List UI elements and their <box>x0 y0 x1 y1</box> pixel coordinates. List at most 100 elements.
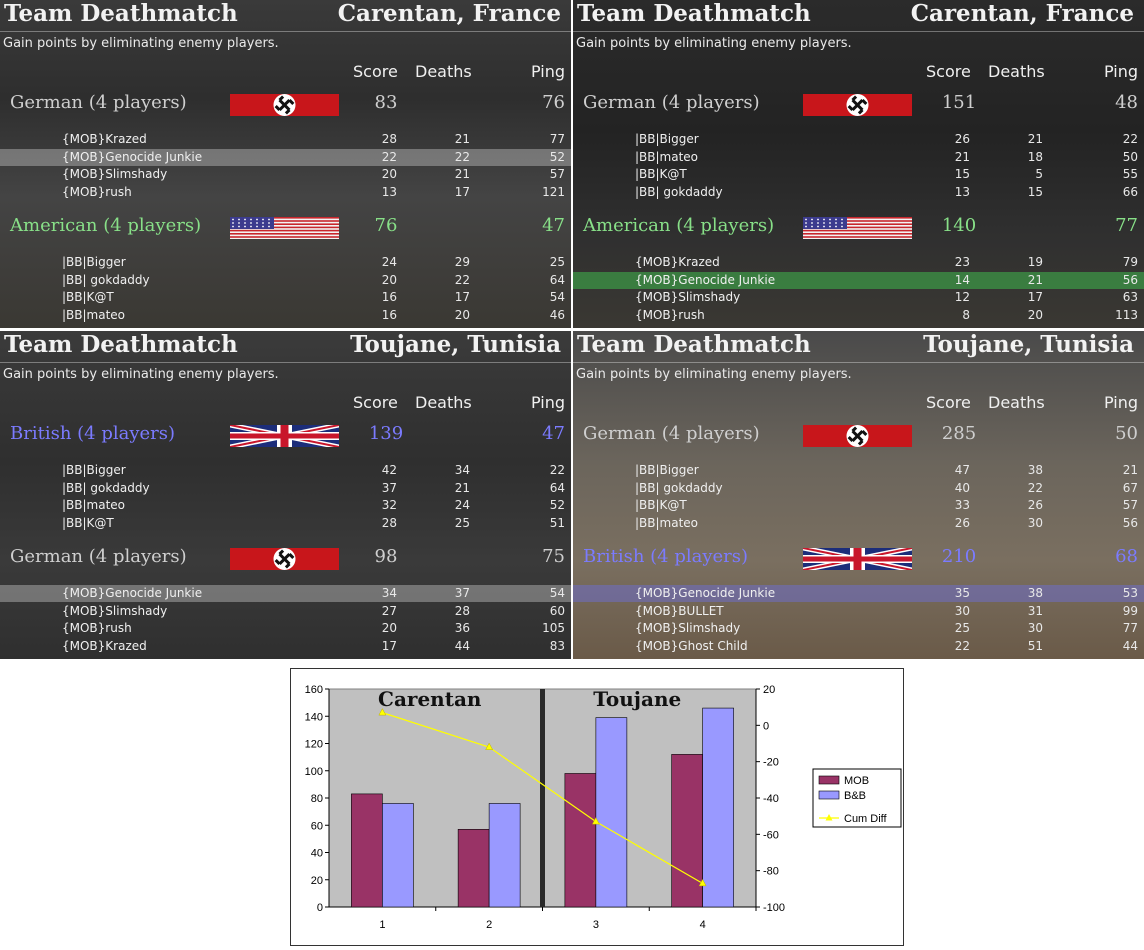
player-row[interactable]: |BB| gokdaddy 20 22 64 <box>0 272 571 289</box>
player-row[interactable]: |BB| gokdaddy 13 15 66 <box>573 184 1144 201</box>
player-row[interactable]: {MOB}Genocide Junkie 34 37 54 <box>0 585 571 602</box>
player-row[interactable]: {MOB}Krazed 23 19 79 <box>573 254 1144 271</box>
bar-b-b <box>702 707 734 908</box>
panel-background <box>573 331 1144 659</box>
player-score: 15 <box>954 167 970 181</box>
header-divider <box>0 362 571 363</box>
legend-label: B&B <box>844 790 866 802</box>
legend-label: MOB <box>844 775 869 787</box>
player-row[interactable]: {MOB}BULLET 30 31 99 <box>573 603 1144 620</box>
team-score: 151 <box>941 92 977 113</box>
y2-tick-label: 0 <box>763 720 769 732</box>
player-score: 25 <box>954 621 970 635</box>
map-name: Carentan, France <box>337 0 561 27</box>
bar-mob <box>564 773 597 908</box>
player-name: |BB|K@T <box>62 290 114 304</box>
british-flag-icon <box>803 548 912 570</box>
score-column-header: Score <box>353 393 398 412</box>
team-score: 76 <box>374 215 398 236</box>
player-row[interactable]: {MOB}rush 20 36 105 <box>0 620 571 637</box>
british-flag-icon <box>230 425 339 447</box>
legend-label: Cum Diff <box>844 813 888 825</box>
player-name: |BB| gokdaddy <box>62 272 150 287</box>
player-row[interactable]: |BB|mateo 21 18 50 <box>573 149 1144 166</box>
player-row[interactable]: |BB| gokdaddy 40 22 67 <box>573 480 1144 497</box>
y2-tick-label: -100 <box>763 902 785 914</box>
player-ping: 83 <box>549 638 565 653</box>
map-name: Carentan, France <box>910 0 1134 27</box>
player-name: {MOB}Genocide Junkie <box>635 272 776 287</box>
map-name: Toujane, Tunisia <box>923 331 1134 358</box>
player-row[interactable]: {MOB}Krazed 17 44 83 <box>0 638 571 655</box>
player-score: 16 <box>381 307 397 322</box>
player-score: 47 <box>954 463 970 477</box>
player-ping: 64 <box>549 480 565 495</box>
player-row[interactable]: |BB|Bigger 24 29 25 <box>0 254 571 271</box>
player-row[interactable]: {MOB}Slimshady 12 17 63 <box>573 289 1144 306</box>
player-name: |BB|mateo <box>62 498 126 512</box>
player-name: {MOB}Slimshady <box>62 167 168 181</box>
score-column-header: Score <box>926 62 971 81</box>
player-score: 23 <box>954 255 970 269</box>
player-deaths: 21 <box>454 167 470 181</box>
score-chart: 0 20 40 60 80 100 120 140 160 -100 -80 -60 -40 -20 0 20… <box>290 668 904 946</box>
player-row[interactable]: {MOB}Slimshady 27 28 60 <box>0 603 571 620</box>
player-score: 20 <box>381 621 397 635</box>
scoreboard-panel: Team Deathmatch Toujane, Tunisia Gain poin… <box>0 331 571 659</box>
player-ping: 51 <box>549 515 565 530</box>
game-mode-title: Team Deathmatch <box>577 331 811 358</box>
player-row[interactable]: {MOB}Slimshady 25 30 77 <box>573 620 1144 637</box>
line-cum-diff <box>382 712 703 884</box>
player-score: 22 <box>381 149 397 164</box>
american-flag-icon <box>230 217 339 239</box>
player-ping: 121 <box>542 184 565 199</box>
player-deaths: 17 <box>454 290 470 304</box>
y-tick-label: 120 <box>305 739 323 751</box>
player-row[interactable]: {MOB}Genocide Junkie 22 22 52 <box>0 148 571 166</box>
team-ping: 77 <box>1115 215 1138 236</box>
player-row[interactable]: |BB| gokdaddy 37 21 64 <box>0 480 571 497</box>
player-row[interactable]: {MOB}rush 13 17 121 <box>0 184 571 201</box>
player-ping: 77 <box>1122 621 1138 635</box>
player-row[interactable]: |BB|Bigger 42 34 22 <box>0 462 571 479</box>
player-name: |BB|mateo <box>62 307 126 322</box>
player-row[interactable]: |BB|mateo 32 24 52 <box>0 497 571 514</box>
player-row[interactable]: |BB|Bigger 47 38 21 <box>573 462 1144 479</box>
score-column-header: Score <box>926 393 971 412</box>
player-row[interactable]: {MOB}Krazed 28 21 77 <box>0 131 571 148</box>
player-row[interactable]: |BB|mateo 16 20 46 <box>0 307 571 324</box>
german-flag-icon <box>803 94 912 116</box>
y-tick-label: 60 <box>311 820 323 832</box>
player-row[interactable]: |BB|K@T 16 17 54 <box>0 289 571 306</box>
player-row[interactable]: {MOB}Genocide Junkie 35 38 53 <box>573 585 1144 602</box>
player-row[interactable]: |BB|Bigger 26 21 22 <box>573 131 1144 148</box>
player-deaths: 37 <box>454 586 470 600</box>
bar-b-b <box>488 803 521 908</box>
player-deaths: 21 <box>1027 132 1043 146</box>
player-score: 42 <box>381 463 397 477</box>
team-ping: 48 <box>1115 92 1138 113</box>
player-row[interactable]: |BB|K@T 33 26 57 <box>573 497 1144 514</box>
player-row[interactable]: |BB|K@T 28 25 51 <box>0 515 571 532</box>
team-score: 98 <box>374 546 398 567</box>
player-row[interactable]: {MOB}Genocide Junkie 14 21 56 <box>573 271 1144 289</box>
bar-mob <box>351 793 383 908</box>
player-ping: 77 <box>549 132 565 146</box>
player-row[interactable]: {MOB}rush 8 20 113 <box>573 307 1144 324</box>
player-row[interactable]: |BB|mateo 26 30 56 <box>573 515 1144 532</box>
player-deaths: 15 <box>1027 184 1043 199</box>
point-cum-diff <box>485 742 494 750</box>
team-name: American (4 players) <box>10 215 202 236</box>
player-ping: 60 <box>549 603 565 618</box>
player-row[interactable]: {MOB}Ghost Child 22 51 44 <box>573 638 1144 655</box>
player-deaths: 17 <box>454 184 470 199</box>
player-row[interactable]: |BB|K@T 15 5 55 <box>573 166 1144 183</box>
team-ping: 75 <box>542 546 565 567</box>
player-score: 16 <box>381 290 397 304</box>
y-tick-label: 140 <box>305 711 323 723</box>
player-row[interactable]: {MOB}Slimshady 20 21 57 <box>0 166 571 183</box>
annotation-carentan: Carentan <box>378 687 482 711</box>
team-score: 139 <box>368 423 404 444</box>
header-divider <box>573 31 1144 32</box>
player-ping: 56 <box>1122 515 1138 530</box>
